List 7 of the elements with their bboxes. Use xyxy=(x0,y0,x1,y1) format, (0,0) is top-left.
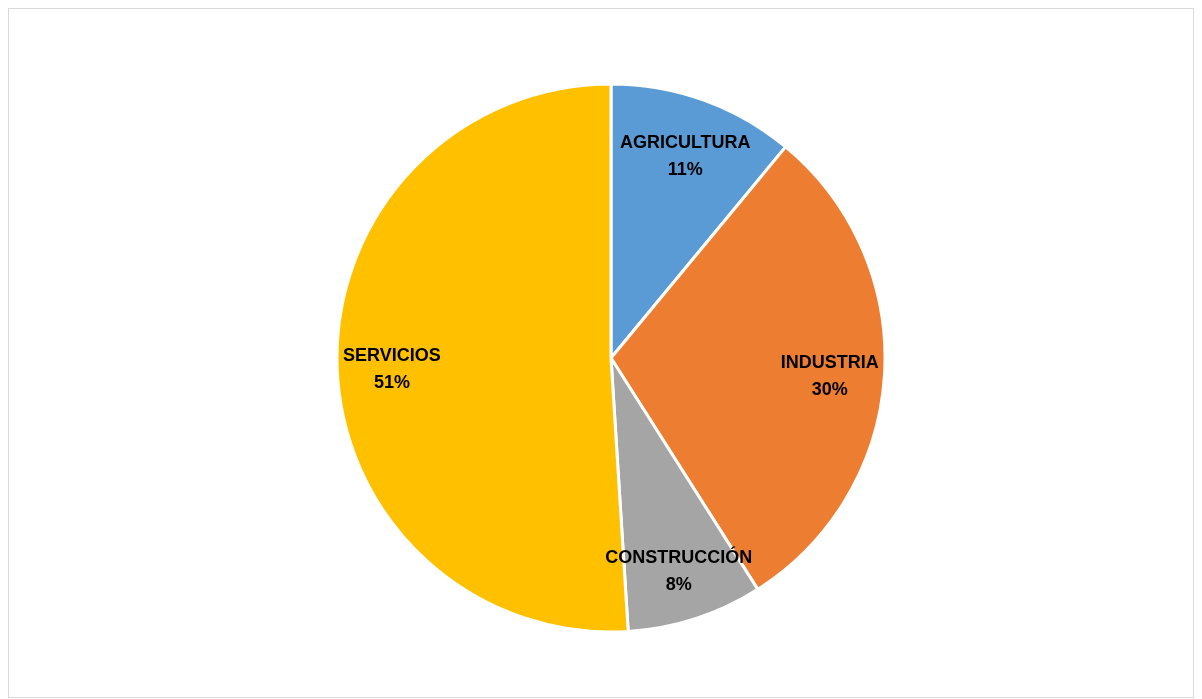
data-label: 8% xyxy=(665,573,692,594)
slice-label: AGRICULTURA xyxy=(619,132,751,153)
slice-label: SERVICIOS xyxy=(343,345,441,366)
data-label: 51% xyxy=(373,372,410,393)
data-label: 30% xyxy=(811,379,848,400)
slice-label: INDUSTRIA xyxy=(780,352,879,373)
data-label: 11% xyxy=(667,159,703,180)
